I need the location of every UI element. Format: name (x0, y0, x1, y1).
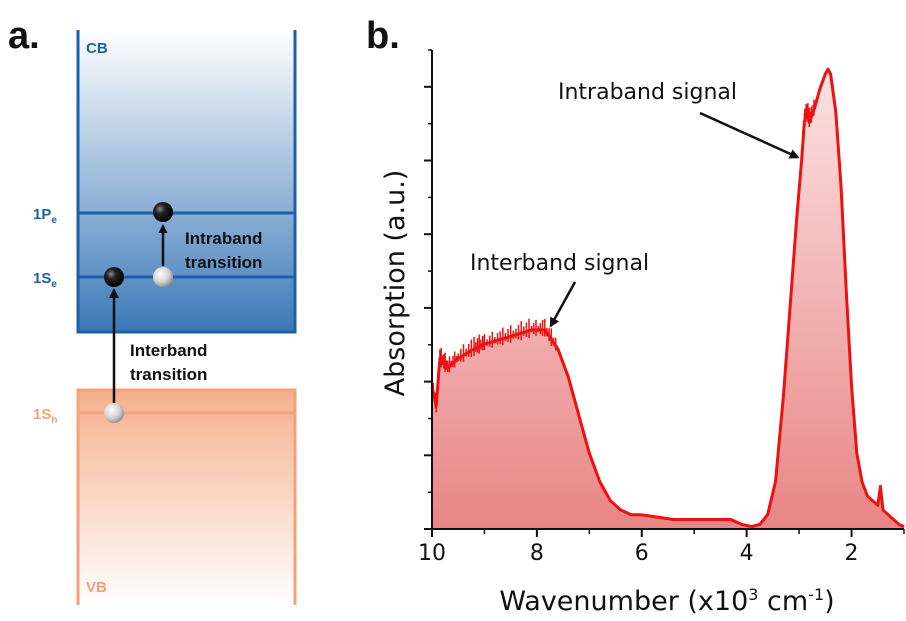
x-tick-label: 4 (740, 541, 754, 566)
x-tick-label: 2 (845, 541, 859, 566)
intraband-transition-label-line2: transition (185, 253, 262, 272)
interband-transition-label-line2: transition (130, 365, 207, 384)
hole-1sh (104, 403, 124, 423)
y-ticks (424, 49, 432, 530)
panel-b: b. 10 8 6 4 2 Absorption (a.u.) Wavenumber (… (366, 15, 905, 617)
valence-band-fill (78, 390, 295, 605)
level-1se-label: 1Se (33, 270, 57, 290)
electron-1pe (153, 202, 173, 222)
hole-1se (153, 267, 173, 287)
annotation-intraband-arrow (699, 111, 800, 159)
x-tick-label: 8 (530, 541, 544, 566)
interband-transition-label-line1: Interband (130, 341, 207, 360)
valence-band-outline (76, 388, 297, 605)
annotation-interband-signal: Interband signal (470, 251, 649, 276)
x-ticks: 10 8 6 4 2 (418, 529, 905, 566)
electron-1se (104, 267, 124, 287)
annotation-interband-arrow (549, 281, 577, 328)
panel-b-letter: b. (366, 15, 400, 57)
y-axis-title: Absorption (a.u.) (380, 170, 411, 397)
conduction-band-outline (76, 30, 297, 334)
panel-a: a. CB 1Pe 1Se 1Sh VB Intraband transitio… (8, 15, 297, 605)
level-1pe-label: 1Pe (33, 206, 57, 226)
x-axis-title: Wavenumber (x103 cm-1) (499, 585, 834, 617)
panel-a-letter: a. (8, 15, 40, 57)
conduction-band-fill (78, 30, 295, 332)
cb-label: CB (86, 40, 108, 57)
vb-label: VB (86, 579, 107, 596)
absorption-area (432, 69, 904, 529)
x-tick-label: 6 (635, 541, 649, 566)
plot-area (430, 67, 905, 529)
x-tick-label: 10 (418, 541, 446, 566)
intraband-transition-label-line1: Intraband (185, 229, 262, 248)
level-1sh-label: 1Sh (33, 406, 57, 426)
annotation-intraband-signal: Intraband signal (558, 80, 737, 105)
